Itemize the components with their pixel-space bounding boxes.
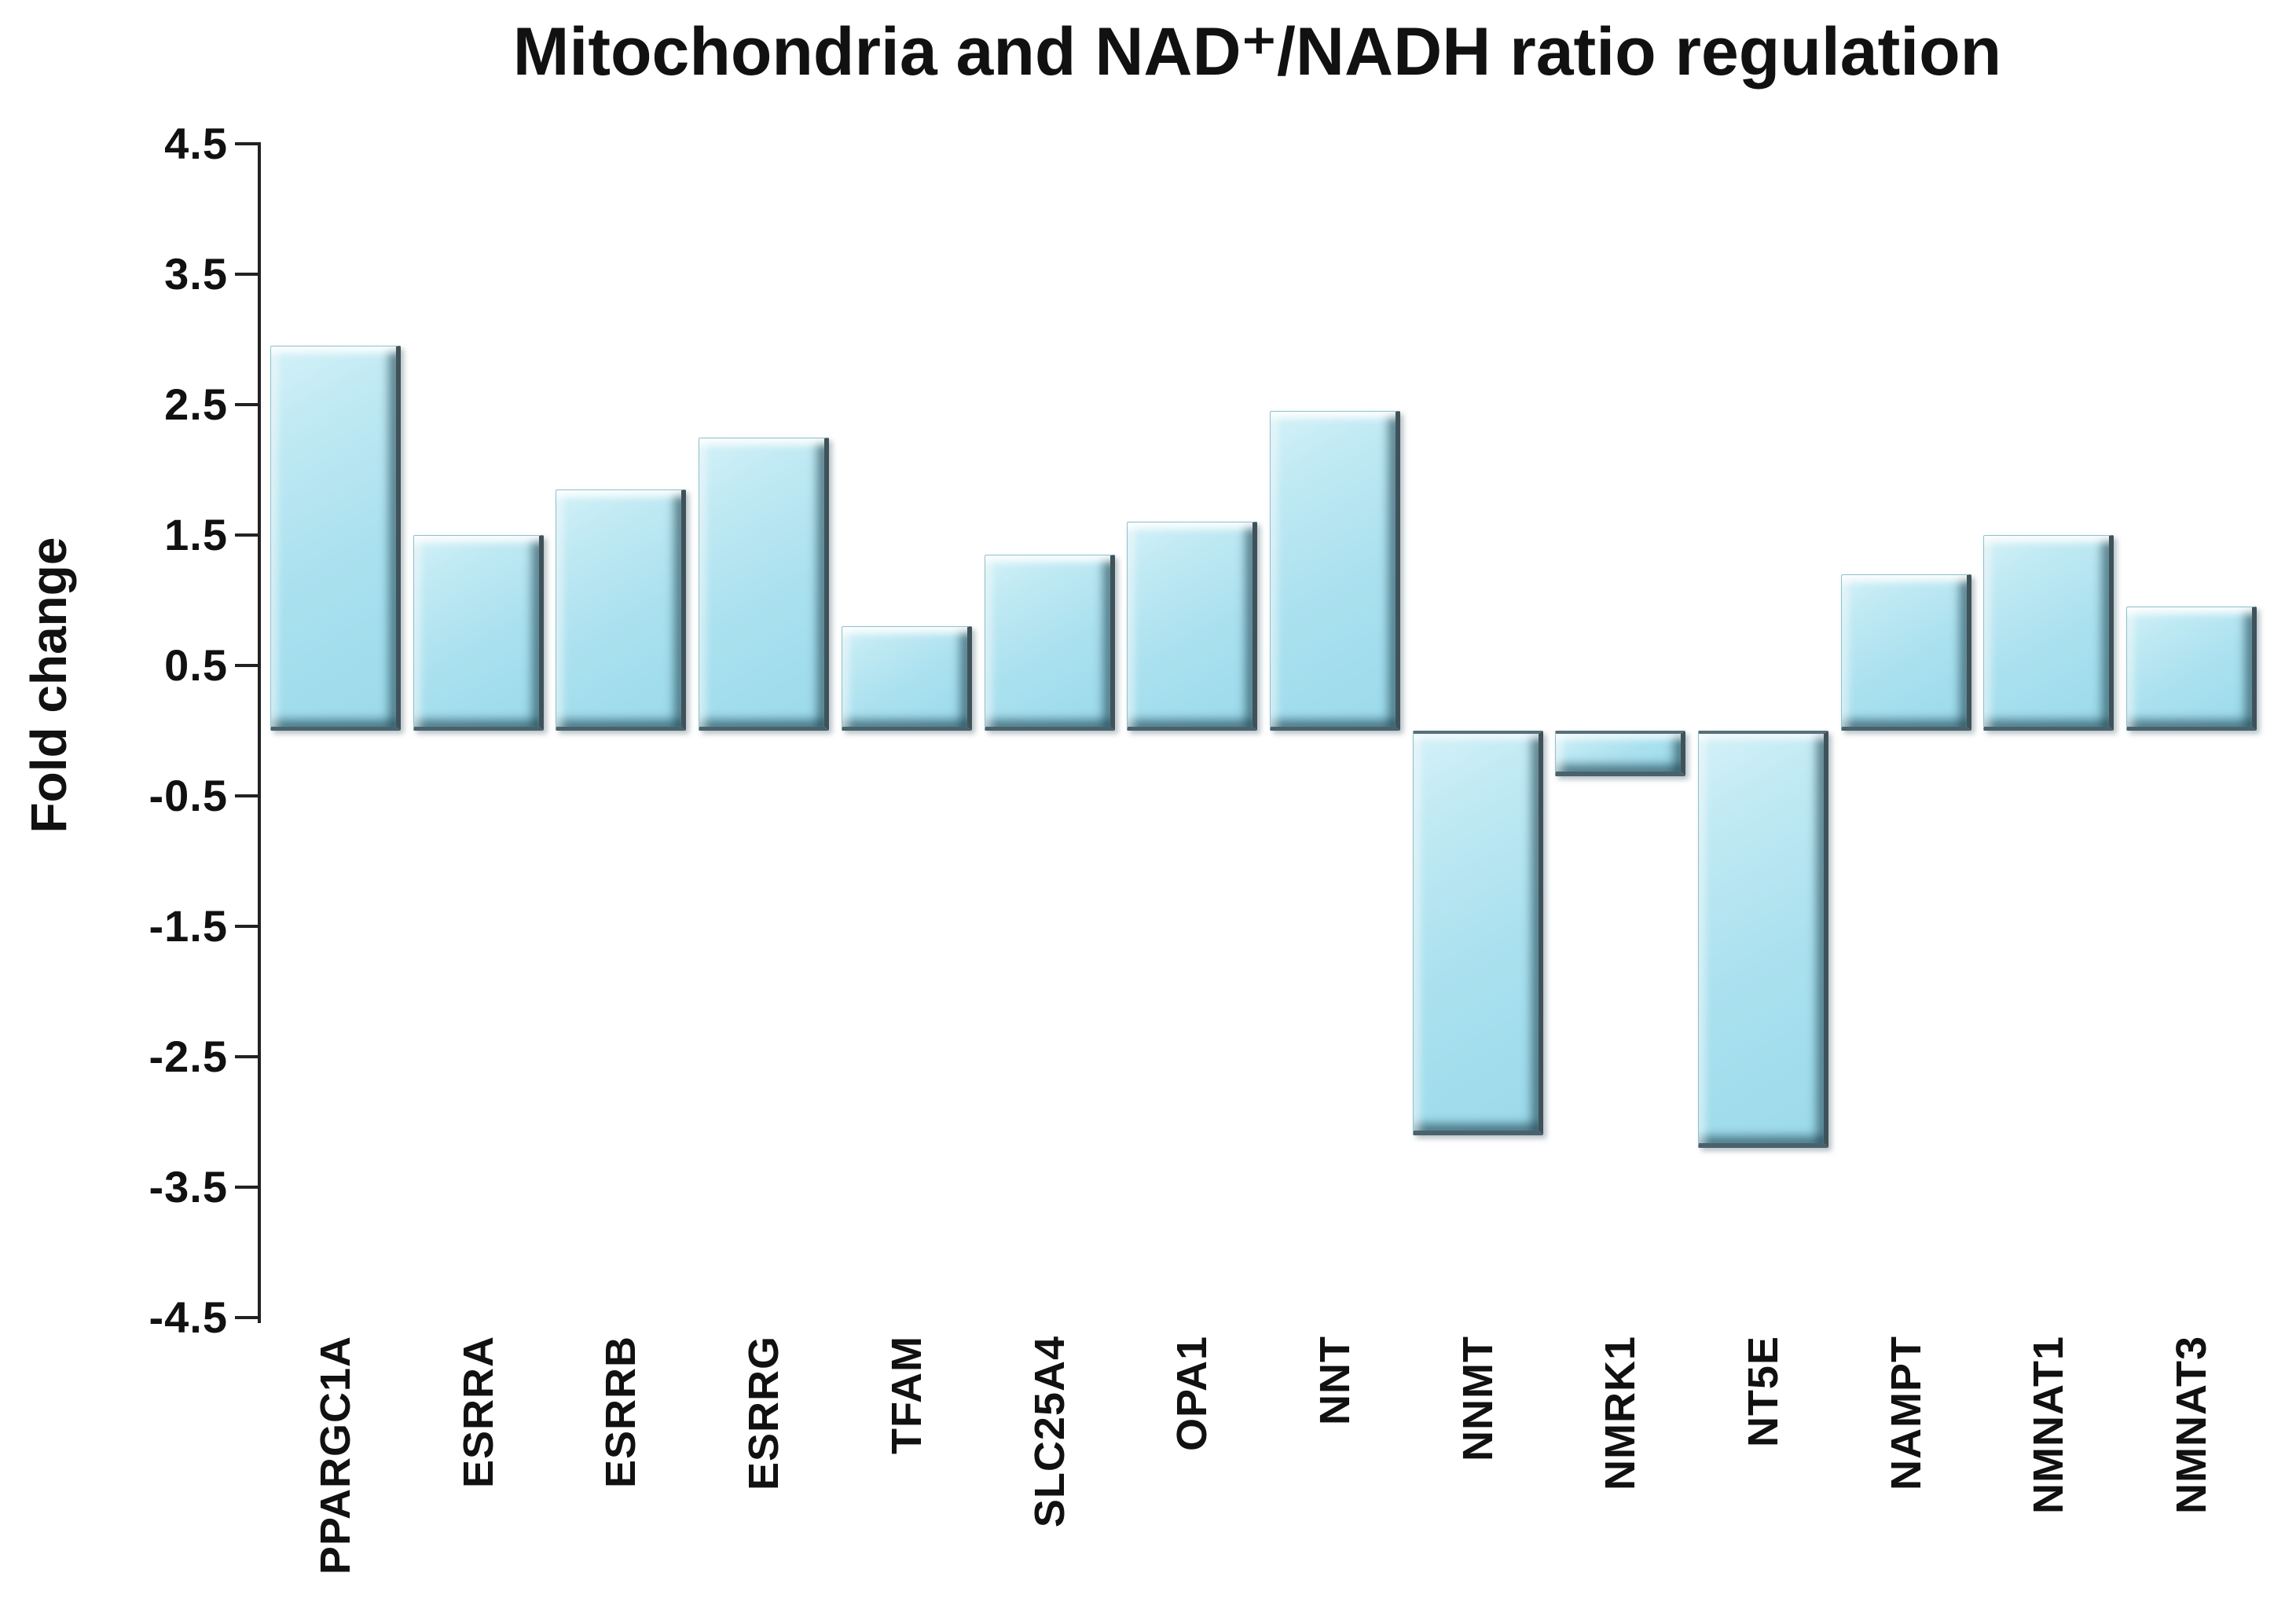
bar-slc25a4 bbox=[984, 554, 1115, 731]
y-tick-mark bbox=[235, 1055, 259, 1058]
x-label-esrrb: ESRRB bbox=[597, 1336, 645, 1489]
bar-esrrg bbox=[699, 437, 830, 731]
bar-nnmt bbox=[1412, 731, 1543, 1135]
y-tick-mark bbox=[235, 794, 259, 797]
y-tick-label: -1.5 bbox=[149, 901, 228, 951]
x-label-nmrk1: NMRK1 bbox=[1597, 1336, 1645, 1491]
y-tick-label: 0.5 bbox=[164, 640, 228, 690]
x-label-esrrg: ESRRG bbox=[740, 1336, 788, 1491]
x-label-slc25a4: SLC25A4 bbox=[1025, 1336, 1073, 1528]
bar-nmnat3 bbox=[2126, 607, 2257, 731]
x-label-nmnat3: NMNAT3 bbox=[2168, 1336, 2216, 1514]
bar-nnt bbox=[1269, 411, 1400, 731]
y-axis-line bbox=[258, 142, 261, 1323]
x-label-ppargc1a: PPARGC1A bbox=[312, 1336, 359, 1575]
bar-esrra bbox=[413, 535, 544, 731]
bar-ppargc1a bbox=[270, 346, 401, 731]
y-tick-label: -2.5 bbox=[149, 1032, 228, 1081]
bar-nmrk1 bbox=[1555, 731, 1686, 777]
y-tick-label: 1.5 bbox=[164, 510, 228, 559]
chart-title: Mitochondria and NAD⁺/NADH ratio regulat… bbox=[512, 14, 2002, 90]
y-tick-mark bbox=[235, 403, 259, 406]
y-tick-mark bbox=[235, 1316, 259, 1319]
x-label-nnmt: NNMT bbox=[1454, 1336, 1502, 1461]
x-label-tfam: TFAM bbox=[882, 1336, 930, 1454]
bar-tfam bbox=[841, 626, 972, 731]
x-label-esrra: ESRRA bbox=[454, 1336, 502, 1489]
x-label-nampt: NAMPT bbox=[1882, 1336, 1930, 1490]
y-tick-mark bbox=[235, 664, 259, 667]
bar-esrrb bbox=[556, 489, 687, 731]
y-axis-title-text: Fold change bbox=[20, 537, 77, 834]
y-tick-mark bbox=[235, 273, 259, 276]
y-tick-mark bbox=[235, 142, 259, 145]
y-tick-label: -0.5 bbox=[149, 771, 228, 820]
y-tick-label: -3.5 bbox=[149, 1162, 228, 1212]
bar-nampt bbox=[1840, 574, 1971, 731]
y-tick-label: -4.5 bbox=[149, 1292, 228, 1342]
x-label-nt5e: NT5E bbox=[1740, 1336, 1787, 1448]
x-label-opa1: OPA1 bbox=[1168, 1336, 1216, 1452]
x-label-nnt: NNT bbox=[1311, 1336, 1359, 1425]
y-tick-label: 3.5 bbox=[164, 249, 228, 299]
x-label-nmnat1: NMNAT1 bbox=[2025, 1336, 2073, 1514]
y-tick-label: 2.5 bbox=[164, 379, 228, 429]
bar-opa1 bbox=[1127, 522, 1258, 731]
y-tick-label: 4.5 bbox=[164, 119, 228, 168]
y-tick-mark bbox=[235, 925, 259, 928]
bar-nmnat1 bbox=[1983, 535, 2114, 731]
y-tick-mark bbox=[235, 533, 259, 537]
bar-nt5e bbox=[1698, 731, 1828, 1149]
y-tick-mark bbox=[235, 1186, 259, 1189]
